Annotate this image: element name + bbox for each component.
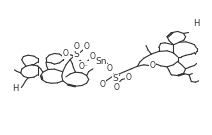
Text: O: O [63, 49, 69, 58]
Text: H: H [12, 84, 18, 93]
Text: O: O [100, 80, 106, 89]
Text: O: O [113, 83, 119, 92]
Text: H: H [193, 19, 200, 28]
Text: O: O [89, 52, 95, 61]
Text: Sn: Sn [95, 57, 106, 66]
Text: O: O [149, 61, 155, 70]
Text: O: O [74, 42, 80, 51]
Text: O⁻: O⁻ [79, 62, 89, 71]
Text: S: S [113, 74, 118, 83]
Text: O: O [126, 73, 132, 82]
Text: O: O [106, 64, 112, 73]
Text: S: S [74, 50, 79, 59]
Text: O: O [84, 42, 89, 51]
